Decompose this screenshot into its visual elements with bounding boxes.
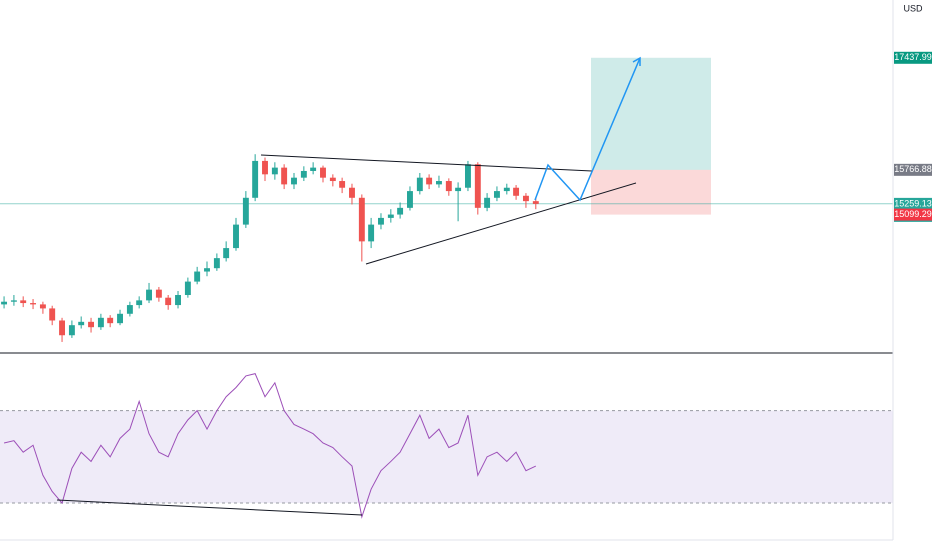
candle-body [107, 317, 114, 324]
candle-body [436, 181, 442, 185]
candle-body [165, 297, 172, 306]
candle-body [136, 300, 143, 306]
candle-body [175, 295, 181, 306]
candle-body [126, 305, 133, 314]
candle-body [387, 214, 394, 218]
candle-body [97, 317, 104, 328]
candle-body [320, 167, 326, 178]
candle-body [281, 167, 288, 185]
rsi-line [3, 373, 537, 519]
candle-body [368, 224, 375, 242]
candle-body [474, 164, 481, 208]
entry-label-box [894, 163, 932, 176]
candle-body [339, 181, 346, 188]
candle-body [262, 160, 268, 175]
candle-body [358, 197, 365, 242]
arrow-head [632, 56, 641, 66]
candle-body [49, 308, 56, 321]
candle-body [242, 197, 249, 225]
candle-body [117, 313, 123, 324]
candle-body [407, 191, 413, 208]
projection-path [534, 57, 641, 202]
candle-body [30, 303, 37, 305]
candle-body [194, 271, 201, 282]
stop-label: 15099.29 [894, 209, 932, 219]
candle-body [300, 170, 307, 178]
candle-body [233, 224, 239, 249]
stop-label-box [894, 208, 932, 221]
candle-body [416, 177, 423, 192]
candle-body [204, 268, 210, 272]
last-price-label-box [894, 197, 932, 210]
rsi-band [0, 410, 893, 504]
candle-body [493, 191, 500, 198]
candle-body [445, 181, 452, 192]
target-label: 17437.99 [894, 52, 932, 62]
candle-body [184, 281, 191, 296]
candle-body [59, 320, 66, 336]
candle-body [271, 167, 278, 175]
candle-body [88, 321, 94, 328]
candle-body [155, 289, 162, 298]
target-zone [591, 57, 711, 170]
candle-body [78, 321, 85, 326]
candle-body [426, 177, 433, 185]
currency-label: USD [903, 3, 923, 13]
candle-body [39, 304, 46, 309]
candle-body [378, 217, 384, 225]
stop-zone [591, 169, 711, 215]
candle-body [349, 187, 355, 198]
candle-body [455, 187, 462, 192]
candle-body [213, 258, 220, 269]
candle-body [464, 164, 471, 188]
candle-body [532, 201, 539, 204]
candle-body [146, 289, 152, 301]
candle-body [513, 187, 520, 196]
trend-line [260, 154, 593, 172]
candle-body [223, 248, 230, 259]
plot [0, 57, 893, 519]
trend-line [365, 182, 637, 265]
last-price-label: 15259.13 [894, 198, 932, 208]
candle-body [10, 300, 17, 302]
candle-body [329, 177, 336, 182]
candle-body [1, 301, 8, 305]
candle-body [484, 197, 491, 208]
candle-body [503, 187, 510, 192]
candle-body [310, 167, 317, 171]
candle-body [522, 195, 529, 202]
target-label-box [894, 51, 932, 64]
candle-body [397, 207, 404, 215]
candle-body [20, 300, 27, 304]
entry-label: 15766.88 [894, 164, 932, 174]
divergence-line [56, 499, 363, 516]
candle-body [291, 177, 297, 185]
drawings [56, 56, 641, 516]
candle-body [68, 325, 75, 336]
candle-body [252, 160, 259, 198]
